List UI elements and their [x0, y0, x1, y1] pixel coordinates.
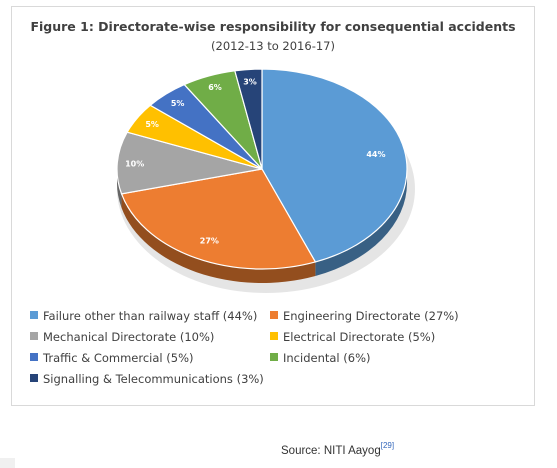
source-reference-link[interactable]: [29]	[380, 441, 395, 450]
source-text: Source: NITI Aayog	[281, 445, 381, 457]
legend-item-electrical-directorate: Electrical Directorate (5%)	[270, 330, 435, 344]
data-label-signalling-and-telecommunications: 3%	[243, 77, 257, 86]
chart-subtitle: (2012-13 to 2016-17)	[211, 39, 335, 53]
pie-slice-failure-other-than-railway-staff	[261, 68, 408, 263]
legend-item-failure-other-than-railway-staff: Failure other than railway staff (44%)	[30, 309, 257, 323]
page-corner	[0, 458, 15, 468]
legend-label: Signalling & Telecommunications (3%)	[43, 372, 264, 386]
legend-label: Electrical Directorate (5%)	[283, 330, 436, 344]
data-label-traffic-and-commercial: 5%	[171, 99, 185, 108]
pie-side-engineering-directorate	[121, 193, 316, 283]
legend-swatch	[270, 353, 278, 361]
pie-slice-engineering-directorate	[120, 168, 317, 270]
legend-swatch	[30, 374, 38, 382]
legend-label: Mechanical Directorate (10%)	[43, 330, 215, 344]
legend-swatch	[270, 332, 278, 340]
chart-frame: Figure 1: Directorate-wise responsibilit…	[11, 6, 535, 406]
legend-item-incidental: Incidental (6%)	[270, 351, 371, 365]
legend-label: Engineering Directorate (27%)	[283, 309, 459, 323]
pie-slice-signalling-and-telecommunications	[234, 68, 263, 170]
legend-item-signalling-and-telecommunications: Signalling & Telecommunications (3%)	[30, 372, 264, 386]
legend-swatch	[30, 332, 38, 340]
data-label-engineering-directorate: 27%	[200, 236, 219, 245]
legend-item-mechanical-directorate: Mechanical Directorate (10%)	[30, 330, 214, 344]
chart-title: Figure 1: Directorate-wise responsibilit…	[30, 19, 516, 34]
legend-label: Traffic & Commercial (5%)	[43, 351, 194, 365]
data-label-mechanical-directorate: 10%	[125, 159, 144, 168]
data-label-electrical-directorate: 5%	[145, 120, 159, 129]
legend-label: Incidental (6%)	[283, 351, 371, 365]
legend-item-engineering-directorate: Engineering Directorate (27%)	[270, 309, 459, 323]
source-caption: Source: NITI Aayog[29]	[281, 441, 394, 457]
legend-swatch	[30, 311, 38, 319]
data-label-failure-other-than-railway-staff: 44%	[366, 150, 385, 159]
pie-slice-mechanical-directorate	[116, 131, 263, 195]
pie-chart: 44% 27% 10% 5% 5% 6% 3%	[116, 68, 415, 293]
pie-side-failure-other-than-railway-staff	[315, 169, 407, 276]
data-label-incidental: 6%	[208, 83, 222, 92]
legend-label: Failure other than railway staff (44%)	[43, 309, 258, 323]
legend-item-traffic-and-commercial: Traffic & Commercial (5%)	[30, 351, 193, 365]
legend-swatch	[270, 311, 278, 319]
legend-swatch	[30, 353, 38, 361]
